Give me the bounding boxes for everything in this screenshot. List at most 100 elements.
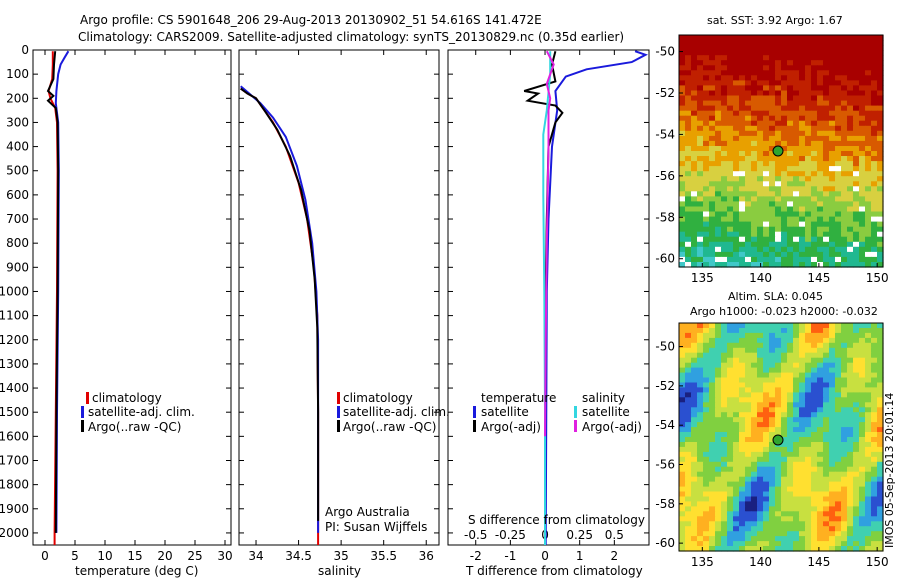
map-cell: [745, 140, 752, 147]
map-cell: [703, 221, 710, 228]
map-cell: [805, 546, 812, 552]
map-cell: [763, 100, 770, 107]
map-cell: [763, 471, 770, 478]
map-cell: [721, 151, 728, 157]
map-cell: [793, 392, 800, 398]
map-cell: [739, 402, 746, 408]
map-cell: [769, 146, 776, 152]
map-cell: [817, 437, 824, 443]
map-cell: [703, 251, 710, 258]
map-cell: [739, 251, 746, 258]
map-cell: [835, 45, 842, 51]
map-cell: [805, 446, 812, 453]
map-cell: [853, 70, 860, 76]
map-cell: [787, 437, 794, 443]
map-cell: [775, 246, 782, 253]
map-cell: [727, 125, 734, 132]
map-cell: [751, 50, 758, 56]
map-cell: [829, 476, 836, 483]
map-cell: [871, 40, 878, 46]
map-cell: [871, 496, 878, 503]
map-cell: [739, 417, 746, 423]
map-cell: [871, 456, 878, 463]
salinity-lines: [240, 85, 320, 545]
map-cell: [751, 456, 758, 463]
map-cell: [823, 357, 830, 364]
map-cell: [769, 171, 776, 177]
map-cell: [793, 236, 800, 243]
map-cell: [781, 323, 788, 329]
map-cell: [799, 372, 806, 379]
x-tick-label: 2: [611, 549, 619, 563]
map-cell: [871, 501, 878, 507]
map-cell: [709, 120, 716, 127]
map-cell: [781, 236, 788, 243]
map-cell: [787, 466, 794, 473]
map-cell: [829, 156, 836, 162]
map-cell: [775, 402, 782, 408]
map-cell: [727, 161, 734, 167]
map-cell: [829, 506, 836, 512]
map-cell: [799, 262, 806, 268]
x-tick-label: 0: [41, 549, 49, 563]
map-cell: [859, 506, 866, 512]
map-cell: [721, 382, 728, 389]
map-cell: [745, 392, 752, 398]
map-cell: [793, 181, 800, 187]
map-cell: [823, 140, 830, 147]
map-cell: [817, 40, 824, 46]
map-cell: [847, 402, 854, 408]
map-cell: [709, 536, 716, 542]
map-cell: [715, 231, 722, 238]
map-cell: [787, 120, 794, 127]
map-cell: [781, 521, 788, 527]
map-cell: [703, 476, 710, 483]
map-cell: [697, 521, 704, 527]
map-cell: [721, 392, 728, 398]
map-cell: [727, 110, 734, 117]
map-cell: [751, 501, 758, 507]
map-cell: [709, 70, 716, 76]
map-cell: [763, 60, 770, 66]
map-cell: [715, 377, 722, 384]
map-cell: [697, 70, 704, 76]
map-cell: [871, 161, 878, 167]
map-cell: [751, 347, 758, 354]
map-cell: [787, 45, 794, 51]
map-cell: [697, 262, 704, 268]
map-cell: [811, 55, 818, 61]
map-cell: [787, 40, 794, 46]
x-tick-label: 35.5: [370, 549, 397, 563]
map-cell: [751, 506, 758, 512]
map-cell: [751, 357, 758, 364]
map-cell: [763, 40, 770, 46]
map-cell: [847, 437, 854, 443]
map-cell: [721, 211, 728, 218]
map-cell: [865, 521, 872, 527]
map-cell: [727, 262, 734, 268]
map-cell: [721, 546, 728, 552]
map-cell: [727, 486, 734, 493]
map-cell: [769, 60, 776, 66]
map-cell: [703, 471, 710, 478]
map-cell: [679, 446, 686, 453]
map-cell: [739, 231, 746, 238]
map-cell: [811, 161, 818, 167]
map-cell: [751, 151, 758, 157]
map-cell: [781, 392, 788, 398]
map-cell: [853, 80, 860, 86]
map-cell: [859, 342, 866, 349]
map-cell: [763, 387, 770, 393]
map-cell: [781, 65, 788, 71]
map-cell: [793, 387, 800, 393]
map-cell: [715, 256, 722, 263]
map-cell: [727, 526, 734, 532]
map-cell: [751, 161, 758, 167]
map-cell: [865, 216, 872, 223]
map-cell: [775, 541, 782, 547]
map-cell: [739, 35, 746, 41]
map-cell: [865, 337, 872, 344]
map-cell: [805, 100, 812, 107]
map-cell: [871, 422, 878, 428]
map-cell: [847, 323, 854, 329]
